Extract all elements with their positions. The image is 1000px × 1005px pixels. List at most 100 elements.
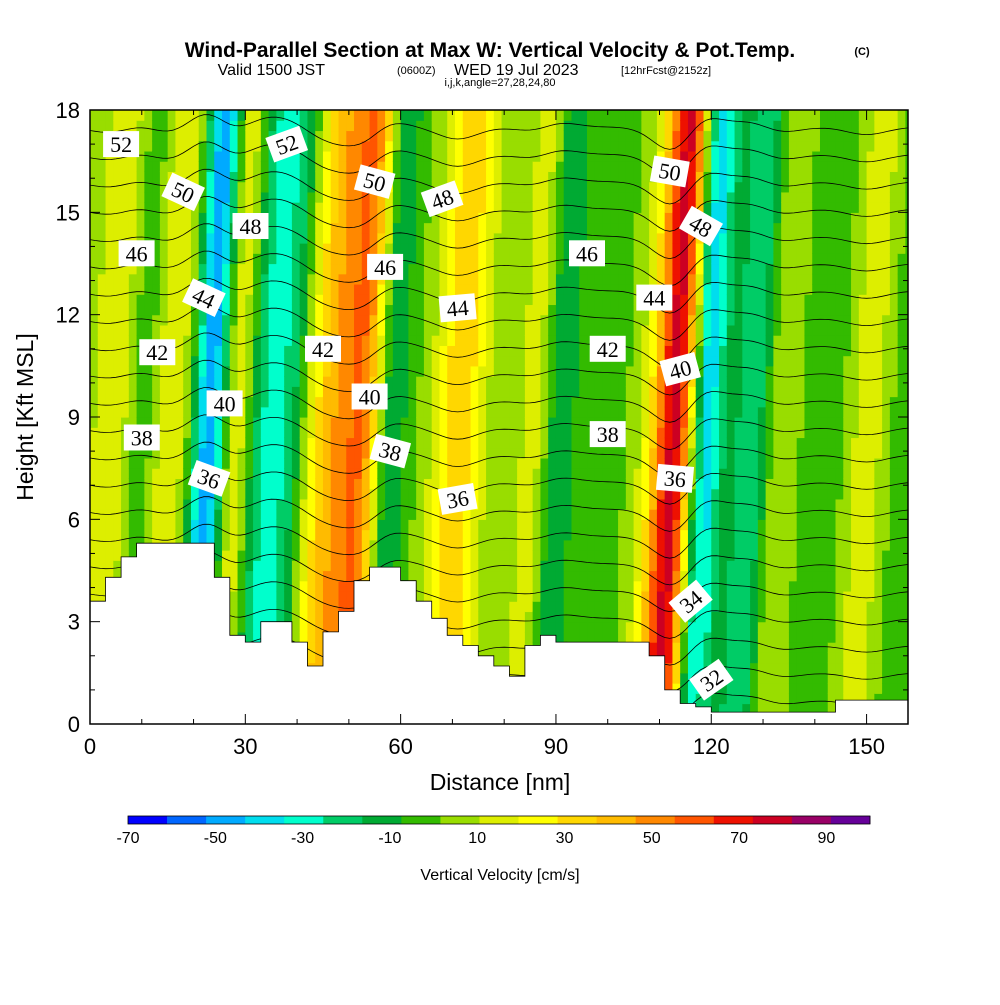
field-cell xyxy=(548,560,557,572)
field-cell xyxy=(385,345,394,357)
field-cell xyxy=(587,202,596,213)
field-cell xyxy=(97,376,107,387)
field-cell xyxy=(245,140,254,152)
field-cell xyxy=(501,304,510,316)
field-cell xyxy=(431,253,441,265)
field-cell xyxy=(423,120,433,132)
field-cell xyxy=(97,150,107,162)
field-cell xyxy=(563,601,573,613)
field-cell xyxy=(656,590,666,602)
field-cell xyxy=(97,120,107,132)
field-cell xyxy=(338,222,347,234)
field-cell xyxy=(532,611,542,623)
field-cell xyxy=(128,488,138,500)
field-cell xyxy=(719,335,728,346)
field-cell xyxy=(454,417,464,428)
field-cell xyxy=(113,314,122,326)
field-cell xyxy=(478,161,487,172)
field-cell xyxy=(610,150,619,162)
field-cell xyxy=(462,110,472,121)
field-cell xyxy=(198,488,208,500)
field-cell xyxy=(260,140,270,152)
field-cell xyxy=(524,570,534,582)
field-cell xyxy=(338,181,347,193)
field-cell xyxy=(509,519,518,531)
field-cell xyxy=(315,243,324,254)
field-cell xyxy=(711,161,720,172)
field-cell xyxy=(253,273,262,285)
field-cell xyxy=(610,273,619,285)
field-cell xyxy=(431,355,441,367)
field-cell xyxy=(408,130,417,142)
field-cell xyxy=(175,110,184,121)
field-cell xyxy=(641,191,650,203)
field-cell xyxy=(431,324,441,336)
field-cell xyxy=(253,519,262,531)
field-cell xyxy=(260,611,270,623)
field-cell xyxy=(641,468,650,479)
field-cell xyxy=(462,529,472,541)
field-cell xyxy=(656,498,666,510)
field-cell xyxy=(649,580,658,592)
field-cell xyxy=(175,447,184,459)
field-cell xyxy=(299,631,309,643)
field-cell xyxy=(501,427,510,439)
field-cell xyxy=(587,509,596,520)
field-cell xyxy=(260,447,270,459)
field-cell xyxy=(136,314,145,326)
field-cell xyxy=(322,427,332,439)
field-cell xyxy=(284,314,293,326)
field-cell xyxy=(656,263,666,275)
field-cell xyxy=(237,130,246,142)
field-cell xyxy=(159,417,169,428)
field-cell xyxy=(524,396,534,408)
field-cell xyxy=(703,652,712,664)
field-cell xyxy=(532,570,542,582)
field-cell xyxy=(431,539,441,551)
field-cell xyxy=(579,140,588,152)
field-cell xyxy=(159,437,169,449)
field-cell xyxy=(524,590,534,602)
field-cell xyxy=(579,539,588,551)
field-cell xyxy=(307,478,316,490)
field-cell xyxy=(361,314,371,326)
field-cell xyxy=(408,570,417,582)
field-cell xyxy=(431,150,441,162)
field-cell xyxy=(517,202,526,213)
field-cell xyxy=(354,570,363,582)
field-cell xyxy=(268,437,277,449)
field-cell xyxy=(190,396,200,408)
field-cell xyxy=(167,130,177,142)
field-cell xyxy=(587,110,596,121)
field-cell xyxy=(245,519,254,531)
field-cell xyxy=(222,222,231,234)
field-cell xyxy=(136,263,145,275)
field-cell xyxy=(237,263,246,275)
field-cell xyxy=(649,222,658,234)
field-cell xyxy=(462,631,472,643)
field-cell xyxy=(385,355,394,367)
field-cell xyxy=(291,529,301,541)
field-cell xyxy=(152,498,161,510)
field-cell xyxy=(291,212,301,224)
field-cell xyxy=(128,314,138,326)
field-cell xyxy=(175,232,184,244)
field-cell xyxy=(322,601,332,613)
field-cell xyxy=(548,570,557,582)
field-cell xyxy=(268,171,277,183)
field-cell xyxy=(229,509,239,520)
field-cell xyxy=(369,120,378,132)
field-cell xyxy=(563,427,573,439)
field-cell xyxy=(113,304,122,316)
field-cell xyxy=(610,468,619,479)
field-cell xyxy=(695,324,705,336)
field-cell xyxy=(392,539,402,551)
field-cell xyxy=(579,488,588,500)
field-cell xyxy=(687,560,697,572)
field-cell xyxy=(229,376,239,387)
field-cell xyxy=(610,120,619,132)
field-cell xyxy=(416,376,425,387)
field-cell xyxy=(299,590,309,602)
field-cell xyxy=(540,478,549,490)
field-cell xyxy=(369,498,378,510)
